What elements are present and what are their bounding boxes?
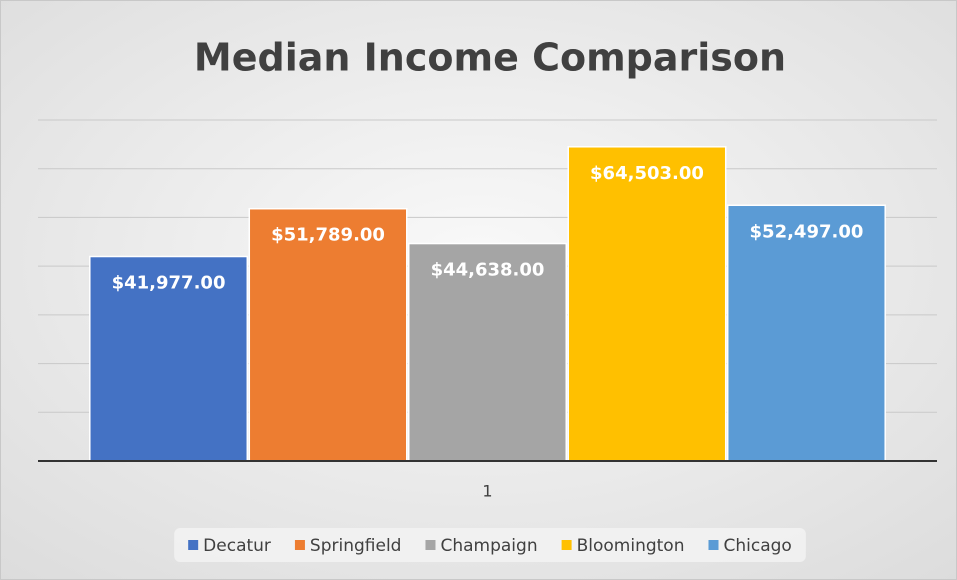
bar: [408, 242, 567, 462]
legend-label: Springfield: [310, 536, 402, 556]
data-label: $41,977.00: [112, 273, 226, 294]
bar: [89, 255, 249, 462]
bar: [248, 207, 408, 462]
legend-label: Chicago: [723, 536, 791, 556]
bar: [567, 146, 727, 462]
data-label: $44,638.00: [431, 260, 545, 281]
bar: [726, 204, 886, 462]
legend-box: [174, 528, 806, 562]
chart-title: Median Income Comparison: [194, 36, 786, 80]
legend-swatch: [188, 540, 199, 550]
legend-label: Champaign: [440, 536, 537, 556]
legend-swatch: [561, 540, 572, 550]
legend-swatch: [708, 540, 719, 550]
legend-label: Decatur: [203, 536, 271, 556]
data-label: $52,497.00: [750, 221, 864, 242]
legend-swatch: [294, 540, 305, 550]
legend-swatch: [425, 540, 436, 550]
data-label: $51,789.00: [271, 225, 385, 246]
legend-label: Bloomington: [577, 536, 685, 556]
x-tick-label: 1: [482, 482, 492, 501]
data-label: $64,503.00: [590, 163, 704, 184]
